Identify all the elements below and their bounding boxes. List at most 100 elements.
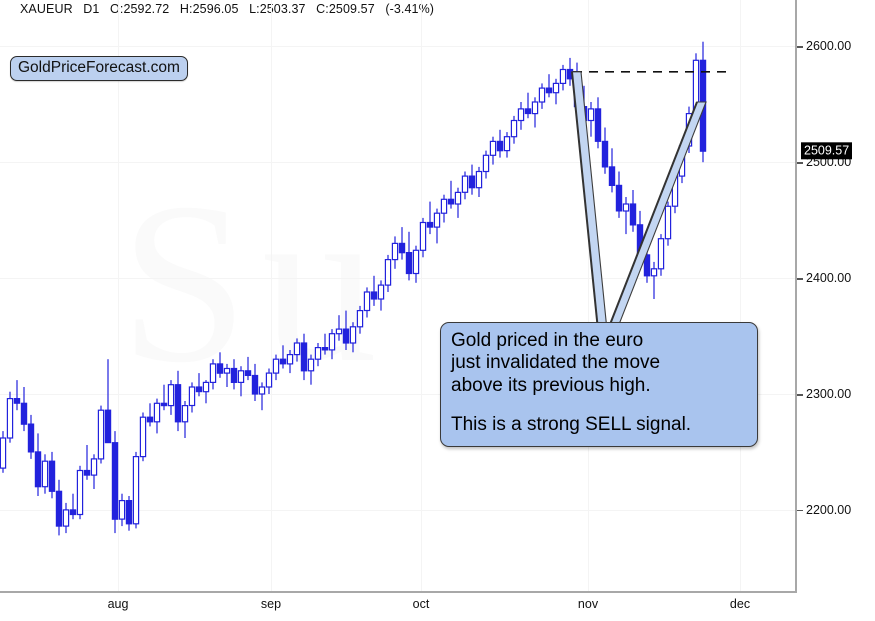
- rising-trendline-band: [599, 101, 707, 351]
- y-tick-label: 2600.00: [796, 39, 852, 54]
- gridline-vertical: [588, 0, 589, 591]
- candlestick: [685, 106, 693, 153]
- candlestick: [41, 454, 49, 494]
- candlestick: [454, 187, 462, 218]
- gridline-vertical: [271, 0, 272, 591]
- candlestick: [76, 465, 84, 520]
- candlestick: [629, 190, 637, 232]
- candlestick: [125, 496, 133, 531]
- candlestick: [580, 85, 588, 128]
- candlestick: [601, 127, 609, 174]
- gridline-vertical: [118, 0, 119, 591]
- candlestick: [517, 102, 525, 130]
- gridline-horizontal: [0, 509, 795, 511]
- candlestick: [608, 148, 616, 193]
- candlestick: [622, 197, 630, 235]
- x-tick-label: sep: [260, 597, 282, 611]
- y-tick-label: 2300.00: [796, 387, 852, 401]
- candlestick: [62, 502, 70, 534]
- site-logo-badge[interactable]: GoldPriceForecast.com: [10, 56, 188, 81]
- quote-header: XAUEUR D1 O:2592.72 H:2596.05 L:2503.37 …: [20, 2, 441, 16]
- gridline-horizontal: [0, 162, 795, 164]
- candlestick: [139, 412, 147, 462]
- candlestick: [132, 451, 140, 529]
- quote-timeframe: D1: [83, 2, 100, 16]
- candlestick: [468, 164, 476, 195]
- candlestick: [678, 139, 686, 184]
- falling-trendline-band: [571, 71, 610, 351]
- candlestick: [643, 241, 651, 283]
- candlestick: [496, 129, 504, 158]
- candlestick: [489, 136, 497, 165]
- gridline-horizontal: [0, 278, 795, 280]
- annotation-line-4: This is a strong SELL signal.: [451, 414, 692, 436]
- candlestick: [503, 132, 511, 158]
- candlestick: [615, 171, 623, 218]
- candlestick: [104, 359, 112, 444]
- falling-trendline: [571, 71, 601, 351]
- x-tick-label: aug: [107, 597, 129, 611]
- candlestick: [111, 431, 119, 534]
- quote-symbol: XAUEUR: [20, 2, 73, 16]
- x-tick-label: nov: [577, 597, 599, 611]
- x-tick-label: oct: [412, 597, 430, 611]
- candlestick: [482, 150, 490, 179]
- quote-high: H:2596.05: [179, 2, 239, 16]
- candlestick: [538, 83, 546, 109]
- candlestick: [552, 78, 560, 105]
- annotation-line-3: above its previous high.: [451, 374, 651, 396]
- candlestick: [90, 454, 98, 489]
- plot-area: Su: [0, 0, 797, 593]
- candlestick: [545, 74, 553, 98]
- candlestick: [594, 97, 602, 149]
- candlestick: [650, 261, 658, 299]
- candlestick: [510, 115, 518, 144]
- rising-trendline: [599, 101, 698, 351]
- annotation-line-2: just invalidated the move: [451, 352, 661, 374]
- annotation-line-1: Gold priced in the euro: [451, 330, 644, 351]
- candlestick: [692, 53, 700, 121]
- candlestick: [0, 431, 7, 473]
- candlestick: [559, 64, 567, 91]
- watermark: Su: [120, 155, 391, 410]
- candlestick: [6, 391, 14, 443]
- candlestick: [664, 201, 672, 246]
- candlestick: [48, 451, 56, 499]
- candlestick: [13, 380, 21, 411]
- last-price-tag: 2509.57: [801, 142, 853, 160]
- candlestick: [524, 92, 532, 119]
- candlestick: [55, 479, 63, 536]
- gridline-horizontal: [0, 394, 795, 395]
- candlestick: [657, 234, 665, 276]
- candlestick: [405, 231, 413, 281]
- x-axis-line: [0, 591, 797, 593]
- candlestick: [440, 194, 448, 223]
- y-tick-label: 2200.00: [796, 502, 852, 517]
- y-tick-label: 2400.00: [796, 271, 852, 286]
- y-axis-line: [795, 0, 797, 593]
- candlestick: [391, 236, 399, 269]
- quote-low: L:2503.37: [249, 2, 306, 16]
- candlestick: [566, 57, 574, 86]
- gridline-horizontal: [0, 46, 795, 48]
- candlestick: [398, 227, 406, 260]
- candlestick: [475, 166, 483, 197]
- candlestick: [573, 62, 581, 116]
- candlestick: [699, 41, 707, 163]
- candlestick: [636, 210, 644, 262]
- candlestick: [461, 171, 469, 200]
- candlestick: [97, 405, 105, 464]
- candlestick: [34, 433, 42, 496]
- gridline-vertical: [740, 0, 741, 591]
- quote-open: O:2592.72: [110, 2, 170, 16]
- candlestick: [433, 208, 441, 244]
- quote-close: C:2509.57: [316, 2, 375, 16]
- candlestick: [671, 171, 679, 214]
- gridline-vertical: [421, 0, 422, 591]
- candlestick: [447, 180, 455, 209]
- x-tick-label: dec: [729, 597, 751, 611]
- candlestick: [531, 97, 539, 128]
- candlestick: [27, 414, 35, 459]
- candlestick: [587, 102, 595, 137]
